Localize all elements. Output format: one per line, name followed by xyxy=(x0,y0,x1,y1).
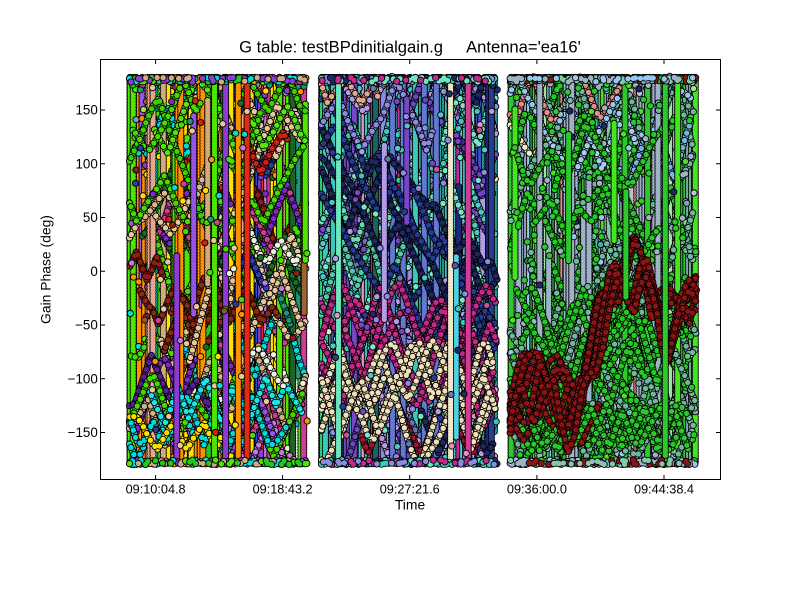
svg-text:−100: −100 xyxy=(68,371,98,386)
svg-text:G table: testBPdinitialgain.g: G table: testBPdinitialgain.g Antenna='e… xyxy=(239,37,581,56)
svg-text:09:36:00.0: 09:36:00.0 xyxy=(507,483,567,497)
svg-text:Gain Phase (deg): Gain Phase (deg) xyxy=(38,215,54,324)
svg-text:−50: −50 xyxy=(75,318,98,333)
svg-text:50: 50 xyxy=(83,210,98,225)
svg-text:09:10:04.8: 09:10:04.8 xyxy=(126,483,186,497)
svg-text:Time: Time xyxy=(395,497,426,513)
svg-text:100: 100 xyxy=(75,156,97,171)
svg-text:09:44:38.4: 09:44:38.4 xyxy=(634,483,694,497)
svg-text:09:18:43.2: 09:18:43.2 xyxy=(253,483,313,497)
svg-text:−150: −150 xyxy=(68,425,98,440)
svg-text:09:27:21.6: 09:27:21.6 xyxy=(380,483,440,497)
svg-text:0: 0 xyxy=(90,264,97,279)
svg-text:150: 150 xyxy=(75,103,97,118)
